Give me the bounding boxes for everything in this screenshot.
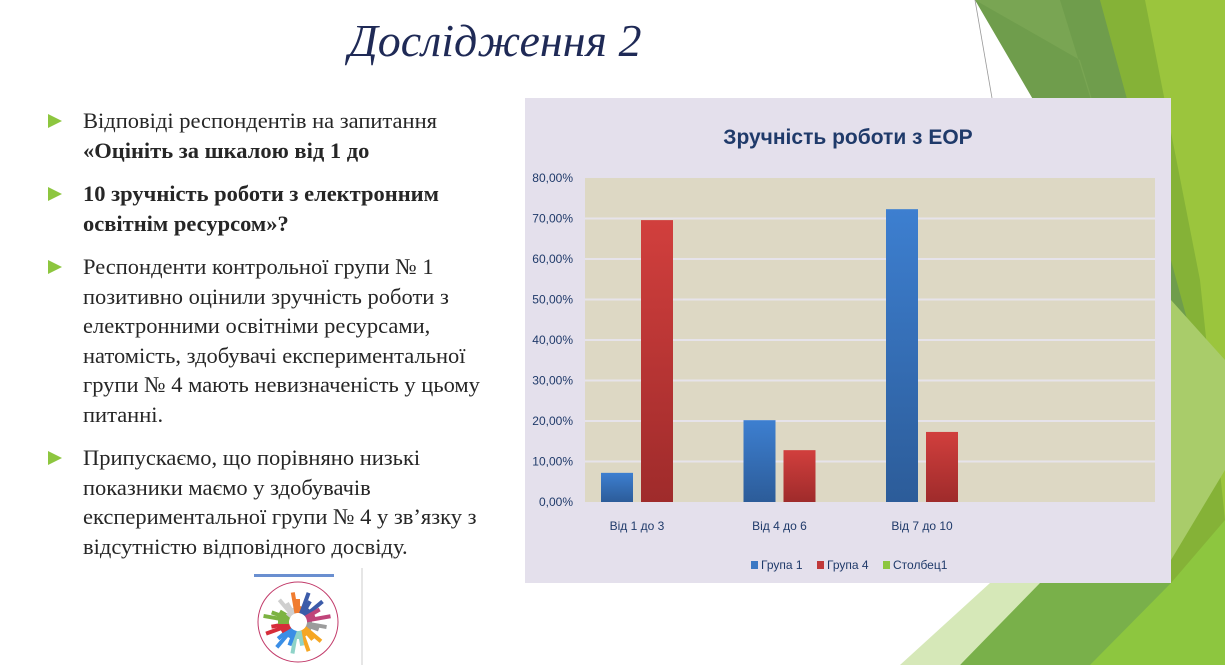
triangle-right-icon — [48, 114, 62, 128]
bar-група-1 — [743, 420, 776, 502]
triangle-right-icon — [48, 451, 62, 465]
triangle-right-icon — [48, 187, 62, 201]
bar-chart: Зручність роботи з ЕОР 0,00% 10,00% 20,00% 3… — [532, 126, 1155, 572]
triangle-right-icon — [48, 260, 62, 274]
slide-title: Дослідження 2 — [348, 15, 642, 66]
legend-label: Столбец1 — [893, 558, 948, 572]
bullet-text: «Оцініть за шкалою від 1 до — [83, 137, 370, 163]
legend-swatch — [883, 561, 890, 569]
bar-група-4 — [641, 220, 673, 502]
bullet-text: Відповіді респондентів на запитання — [83, 108, 437, 133]
y-tick-label: 50,00% — [532, 293, 573, 307]
legend-swatch — [751, 561, 758, 569]
y-tick-label: 60,00% — [532, 252, 573, 266]
y-tick-label: 30,00% — [532, 374, 573, 388]
bullet-text: Припускаємо, що порівняно низькі показни… — [83, 445, 477, 559]
bar-група-1 — [886, 209, 918, 502]
x-tick-label: Від 4 до 6 — [752, 519, 807, 533]
bullet-item: Респонденти контрольної групи № 1 позити… — [48, 252, 488, 429]
y-tick-label: 20,00% — [532, 414, 573, 428]
bullet-list: Відповіді респондентів на запитання «Оцін… — [48, 106, 488, 575]
bullet-text: Респонденти контрольної групи № 1 позити… — [83, 254, 480, 427]
chart-container: Зручність роботи з ЕОР 0,00% 10,00% 20,00% 3… — [525, 98, 1171, 583]
bar-група-4 — [783, 450, 816, 502]
circular-bar-chart-image — [228, 566, 366, 665]
chart-title: Зручність роботи з ЕОР — [723, 126, 972, 149]
bar-група-4 — [926, 431, 958, 502]
legend-label: Група 4 — [827, 558, 869, 572]
bullet-text: 10 зручність роботи з електронним освітн… — [83, 181, 439, 236]
bullet-item: 10 зручність роботи з електронним освітн… — [48, 179, 488, 238]
y-tick-label: 40,00% — [532, 333, 573, 347]
bar-група-1 — [601, 472, 633, 502]
x-tick-label: Від 1 до 3 — [610, 519, 665, 533]
y-tick-label: 70,00% — [532, 212, 573, 226]
legend-swatch — [817, 561, 824, 569]
y-tick-label: 10,00% — [532, 455, 573, 469]
x-tick-label: Від 7 до 10 — [891, 519, 953, 533]
y-tick-label: 80,00% — [532, 171, 573, 185]
bullet-item: Відповіді респондентів на запитання «Оцін… — [48, 106, 488, 165]
legend-label: Група 1 — [761, 558, 803, 572]
y-tick-label: 0,00% — [539, 495, 573, 509]
bullet-item: Припускаємо, що порівняно низькі показни… — [48, 443, 488, 561]
